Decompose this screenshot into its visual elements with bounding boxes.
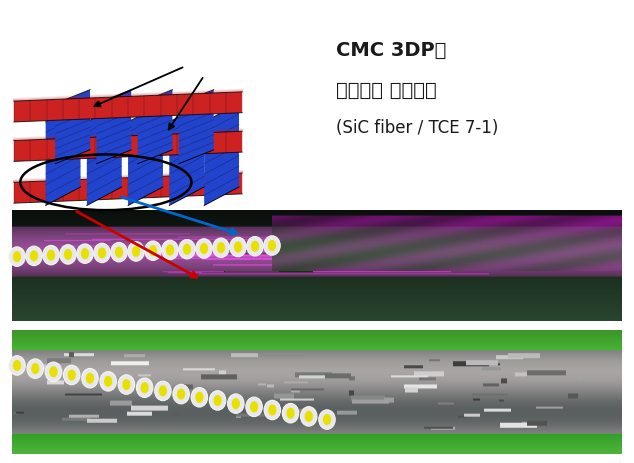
Ellipse shape <box>323 414 331 425</box>
Ellipse shape <box>301 407 317 426</box>
Polygon shape <box>14 132 242 162</box>
Ellipse shape <box>282 404 299 423</box>
Ellipse shape <box>94 244 110 263</box>
Ellipse shape <box>196 239 212 259</box>
Ellipse shape <box>195 392 204 403</box>
Ellipse shape <box>30 251 38 262</box>
Ellipse shape <box>86 373 94 384</box>
Ellipse shape <box>31 363 39 375</box>
Ellipse shape <box>81 249 89 260</box>
Ellipse shape <box>42 246 59 265</box>
Ellipse shape <box>68 369 76 381</box>
Ellipse shape <box>104 376 112 387</box>
Ellipse shape <box>191 388 207 407</box>
Ellipse shape <box>228 394 244 413</box>
Polygon shape <box>96 90 131 164</box>
Ellipse shape <box>231 398 240 409</box>
Ellipse shape <box>13 360 21 371</box>
Ellipse shape <box>155 382 171 401</box>
Ellipse shape <box>246 397 262 417</box>
Ellipse shape <box>118 375 134 394</box>
Polygon shape <box>204 104 239 206</box>
Ellipse shape <box>158 386 167 397</box>
Ellipse shape <box>98 248 106 259</box>
Polygon shape <box>169 104 204 206</box>
Ellipse shape <box>111 243 127 263</box>
Polygon shape <box>179 90 214 164</box>
Ellipse shape <box>166 245 174 256</box>
Ellipse shape <box>9 356 25 375</box>
Ellipse shape <box>217 243 225 254</box>
Ellipse shape <box>209 391 226 410</box>
Ellipse shape <box>213 238 230 258</box>
Ellipse shape <box>122 379 131 390</box>
Text: (SiC fiber / TCE 7-1): (SiC fiber / TCE 7-1) <box>336 119 498 137</box>
Polygon shape <box>128 104 163 206</box>
Ellipse shape <box>251 241 259 252</box>
Ellipse shape <box>49 366 58 377</box>
Ellipse shape <box>47 250 55 261</box>
Polygon shape <box>46 104 81 206</box>
Ellipse shape <box>234 242 242 253</box>
Ellipse shape <box>141 382 149 394</box>
Ellipse shape <box>264 400 280 420</box>
Ellipse shape <box>45 362 61 382</box>
Ellipse shape <box>100 372 117 391</box>
Ellipse shape <box>214 395 222 406</box>
Text: 연속섬유 필라멘트: 연속섬유 필라멘트 <box>336 81 437 100</box>
Ellipse shape <box>177 388 185 400</box>
Ellipse shape <box>183 244 191 255</box>
Polygon shape <box>87 104 122 206</box>
Ellipse shape <box>287 408 295 419</box>
Ellipse shape <box>305 411 313 422</box>
Ellipse shape <box>200 244 208 255</box>
Ellipse shape <box>115 247 123 258</box>
Ellipse shape <box>162 241 178 260</box>
Ellipse shape <box>268 405 276 416</box>
Ellipse shape <box>64 249 72 260</box>
Polygon shape <box>14 174 242 204</box>
Polygon shape <box>138 90 172 164</box>
Polygon shape <box>55 90 90 164</box>
Ellipse shape <box>77 244 93 264</box>
Ellipse shape <box>128 242 145 262</box>
Ellipse shape <box>132 246 140 257</box>
Ellipse shape <box>179 240 195 259</box>
Ellipse shape <box>26 247 42 266</box>
Ellipse shape <box>264 236 280 256</box>
Ellipse shape <box>27 359 44 379</box>
Ellipse shape <box>247 237 263 257</box>
Ellipse shape <box>9 247 25 267</box>
Ellipse shape <box>63 365 80 385</box>
Polygon shape <box>14 93 242 123</box>
Ellipse shape <box>149 245 157 257</box>
Ellipse shape <box>173 384 190 404</box>
Ellipse shape <box>319 410 335 429</box>
Ellipse shape <box>268 240 276 251</box>
Ellipse shape <box>145 241 161 261</box>
Text: CMC 3DP용: CMC 3DP용 <box>336 41 446 60</box>
Ellipse shape <box>250 401 258 413</box>
Ellipse shape <box>230 238 246 257</box>
Ellipse shape <box>136 378 153 398</box>
Ellipse shape <box>82 369 98 388</box>
Ellipse shape <box>13 251 21 263</box>
Ellipse shape <box>60 245 76 264</box>
